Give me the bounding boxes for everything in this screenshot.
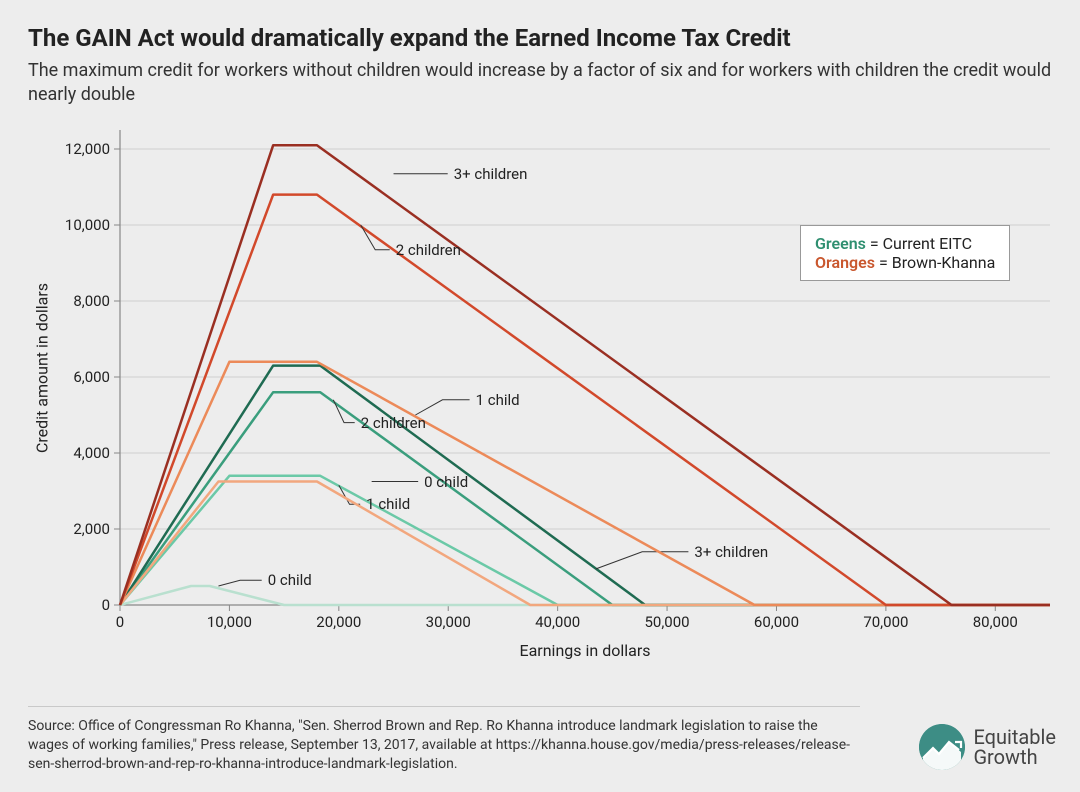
series-current-3 bbox=[120, 366, 1050, 605]
y-axis-label: Credit amount in dollars bbox=[33, 282, 52, 452]
series-label-current-2: 2 children bbox=[361, 414, 426, 432]
chart-subtitle: The maximum credit for workers without c… bbox=[28, 59, 1052, 108]
series-label-bk-3: 3+ children bbox=[454, 165, 528, 183]
logo-icon bbox=[919, 724, 965, 770]
x-tick-label: 40,000 bbox=[535, 605, 580, 631]
source-text: Source: Office of Congressman Ro Khanna,… bbox=[28, 706, 860, 774]
legend-row: Greens = Current EITC bbox=[815, 234, 995, 253]
y-tick-label: 8,000 bbox=[73, 292, 120, 310]
x-tick-label: 0 bbox=[116, 605, 124, 631]
series-label-bk-1: 1 child bbox=[476, 391, 520, 409]
y-tick-label: 2,000 bbox=[73, 520, 120, 538]
logo-line1: Equitable bbox=[973, 727, 1056, 747]
logo-text: Equitable Growth bbox=[973, 727, 1056, 767]
series-label-bk-0: 0 child bbox=[424, 473, 468, 491]
brand-logo: Equitable Growth bbox=[919, 724, 1056, 770]
series-label-current-3: 3+ children bbox=[694, 543, 768, 561]
series-label-current-1: 1 child bbox=[366, 495, 410, 513]
logo-line2: Growth bbox=[973, 747, 1056, 767]
plot: 02,0004,0006,0008,00010,00012,000010,000… bbox=[120, 130, 1050, 605]
chart-area: Credit amount in dollars 02,0004,0006,00… bbox=[50, 130, 1050, 670]
x-tick-label: 80,000 bbox=[973, 605, 1018, 631]
x-tick-label: 50,000 bbox=[644, 605, 689, 631]
series-current-2 bbox=[120, 392, 1050, 605]
series-label-bk-2: 2 children bbox=[396, 241, 461, 259]
legend: Greens = Current EITCOranges = Brown-Kha… bbox=[800, 225, 1010, 281]
series-bk-3 bbox=[120, 145, 1050, 605]
legend-row: Oranges = Brown-Khanna bbox=[815, 253, 995, 272]
x-tick-label: 30,000 bbox=[426, 605, 471, 631]
y-tick-label: 6,000 bbox=[73, 368, 120, 386]
y-tick-label: 4,000 bbox=[73, 444, 120, 462]
x-tick-label: 70,000 bbox=[863, 605, 908, 631]
x-tick-label: 10,000 bbox=[207, 605, 252, 631]
y-tick-label: 12,000 bbox=[65, 140, 120, 158]
series-label-current-0: 0 child bbox=[268, 571, 312, 589]
x-tick-label: 60,000 bbox=[754, 605, 799, 631]
series-current-0 bbox=[120, 586, 1050, 605]
chart-title: The GAIN Act would dramatically expand t… bbox=[28, 24, 1052, 53]
series-bk-1 bbox=[120, 362, 1050, 605]
chart-container: The GAIN Act would dramatically expand t… bbox=[0, 0, 1080, 792]
x-tick-label: 20,000 bbox=[316, 605, 361, 631]
y-tick-label: 10,000 bbox=[65, 216, 120, 234]
